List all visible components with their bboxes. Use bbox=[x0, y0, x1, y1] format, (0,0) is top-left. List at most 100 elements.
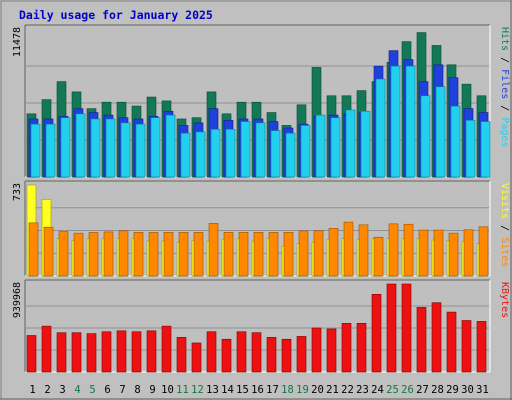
x-tick-label-day-16: 16 bbox=[251, 384, 264, 396]
bar-sites-day-1 bbox=[28, 222, 39, 277]
bar-kbytes-day-13 bbox=[206, 331, 217, 373]
panel-hits: 11478 Hits / Files / Pages bbox=[12, 24, 510, 178]
legend-separator: / bbox=[499, 51, 510, 69]
bar-sites-day-26 bbox=[403, 223, 414, 277]
bar-pages-day-4 bbox=[75, 113, 86, 178]
x-tick-label-day-20: 20 bbox=[311, 384, 324, 396]
x-tick-label-day-21: 21 bbox=[326, 384, 339, 396]
bar-kbytes-day-16 bbox=[251, 332, 262, 373]
y-max-label: 733 bbox=[12, 183, 23, 201]
panel-sites: 733 Visits / Sites bbox=[12, 180, 510, 277]
bar-sites-day-28 bbox=[433, 229, 444, 277]
bar-sites-day-16 bbox=[253, 232, 264, 277]
bar-kbytes-day-18 bbox=[281, 338, 292, 373]
bar-sites-day-14 bbox=[223, 232, 234, 277]
x-tick-label-day-19: 19 bbox=[296, 384, 309, 396]
bar-kbytes-day-2 bbox=[41, 325, 52, 373]
bar-pages-day-5 bbox=[90, 118, 101, 178]
bar-sites-day-17 bbox=[268, 232, 279, 277]
x-tick-label-day-14: 14 bbox=[221, 384, 234, 396]
bar-sites-day-13 bbox=[208, 223, 219, 277]
x-tick-label-day-10: 10 bbox=[161, 384, 174, 396]
x-tick-label-day-13: 13 bbox=[206, 384, 219, 396]
legend-files: Files bbox=[499, 69, 510, 99]
x-tick-label-day-31: 31 bbox=[476, 384, 489, 396]
bar-kbytes-day-29 bbox=[446, 311, 457, 373]
bar-pages-day-6 bbox=[105, 118, 116, 178]
bar-sites-day-6 bbox=[103, 231, 114, 277]
bar-pages-day-30 bbox=[465, 119, 476, 178]
x-tick-label-day-25: 25 bbox=[386, 384, 399, 396]
bar-sites-day-7 bbox=[118, 230, 129, 277]
x-tick-label-day-26: 26 bbox=[401, 384, 414, 396]
y-max-label: 939968 bbox=[12, 282, 23, 318]
x-tick-label-day-8: 8 bbox=[134, 384, 140, 396]
bar-kbytes-day-3 bbox=[56, 332, 67, 373]
bar-kbytes-day-27 bbox=[416, 307, 427, 373]
bar-sites-day-8 bbox=[133, 232, 144, 277]
bar-pages-day-12 bbox=[195, 131, 206, 178]
bar-pages-day-2 bbox=[45, 123, 56, 178]
bar-kbytes-day-11 bbox=[176, 337, 187, 373]
bar-sites-day-12 bbox=[193, 232, 204, 277]
bar-pages-day-27 bbox=[420, 95, 431, 178]
bar-kbytes-day-8 bbox=[131, 331, 142, 373]
bar-pages-day-7 bbox=[120, 122, 131, 178]
x-tick-label-day-15: 15 bbox=[236, 384, 249, 396]
panel-kbytes: 939968 KBytes bbox=[12, 279, 510, 373]
bar-pages-day-15 bbox=[240, 121, 251, 178]
bar-kbytes-day-14 bbox=[221, 338, 232, 373]
bar-pages-day-25 bbox=[390, 65, 401, 178]
bar-sites-day-20 bbox=[313, 230, 324, 277]
bar-pages-day-11 bbox=[180, 132, 191, 178]
bar-sites-day-2 bbox=[43, 226, 54, 277]
bar-kbytes-day-10 bbox=[161, 325, 172, 373]
legend-pages: Pages bbox=[499, 117, 510, 147]
bar-pages-day-20 bbox=[315, 114, 326, 178]
bar-kbytes-day-9 bbox=[146, 330, 157, 373]
bar-pages-day-16 bbox=[255, 122, 266, 178]
bar-kbytes-day-17 bbox=[266, 337, 277, 373]
bar-kbytes-day-26 bbox=[401, 283, 412, 373]
bar-pages-day-9 bbox=[150, 117, 161, 178]
legend-hits: Hits bbox=[499, 27, 510, 51]
bar-kbytes-day-20 bbox=[311, 327, 322, 373]
x-tick-label-day-4: 4 bbox=[74, 384, 80, 396]
bar-kbytes-day-4 bbox=[71, 332, 82, 373]
legend-separator: / bbox=[499, 219, 510, 237]
bar-kbytes-day-23 bbox=[356, 323, 367, 373]
bar-kbytes-day-30 bbox=[461, 320, 472, 373]
bar-pages-day-10 bbox=[165, 114, 176, 178]
x-tick-label-day-28: 28 bbox=[431, 384, 444, 396]
x-tick-label-day-9: 9 bbox=[149, 384, 155, 396]
chart-title: Daily usage for January 2025 bbox=[19, 8, 213, 22]
bar-kbytes-day-5 bbox=[86, 333, 97, 373]
bar-kbytes-day-25 bbox=[386, 283, 397, 373]
bar-sites-day-4 bbox=[73, 232, 84, 277]
x-axis-labels: 1 2 3 4 5 6 7 8 9 10 11 12 13 14 15 16 17 18 19 20 21 22 23 24 2… bbox=[29, 384, 488, 396]
bar-kbytes-day-21 bbox=[326, 328, 337, 373]
chart-panels: 11478 Hits / Files / Pages 733 Visits / Sit… bbox=[12, 24, 510, 373]
bar-kbytes-day-15 bbox=[236, 331, 247, 373]
bar-kbytes-day-19 bbox=[296, 336, 307, 373]
bar-kbytes-day-22 bbox=[341, 323, 352, 373]
bar-pages-day-21 bbox=[330, 117, 341, 178]
bar-sites-day-31 bbox=[478, 226, 489, 277]
bar-pages-day-29 bbox=[450, 105, 461, 178]
bar-pages-day-22 bbox=[345, 109, 356, 178]
bar-pages-day-14 bbox=[225, 128, 236, 178]
x-tick-label-day-6: 6 bbox=[104, 384, 110, 396]
bar-sites-day-23 bbox=[358, 224, 369, 277]
bar-pages-day-19 bbox=[300, 125, 311, 178]
bar-pages-day-17 bbox=[270, 130, 281, 178]
bar-pages-day-3 bbox=[60, 117, 71, 178]
bar-pages-day-24 bbox=[375, 78, 386, 178]
bar-sites-day-22 bbox=[343, 221, 354, 277]
bar-pages-day-13 bbox=[210, 128, 221, 178]
bar-sites-day-3 bbox=[58, 231, 69, 277]
bar-pages-day-8 bbox=[135, 123, 146, 178]
bar-sites-day-11 bbox=[178, 232, 189, 277]
x-tick-label-day-3: 3 bbox=[59, 384, 65, 396]
bar-sites-day-30 bbox=[463, 229, 474, 277]
x-tick-label-day-7: 7 bbox=[119, 384, 125, 396]
